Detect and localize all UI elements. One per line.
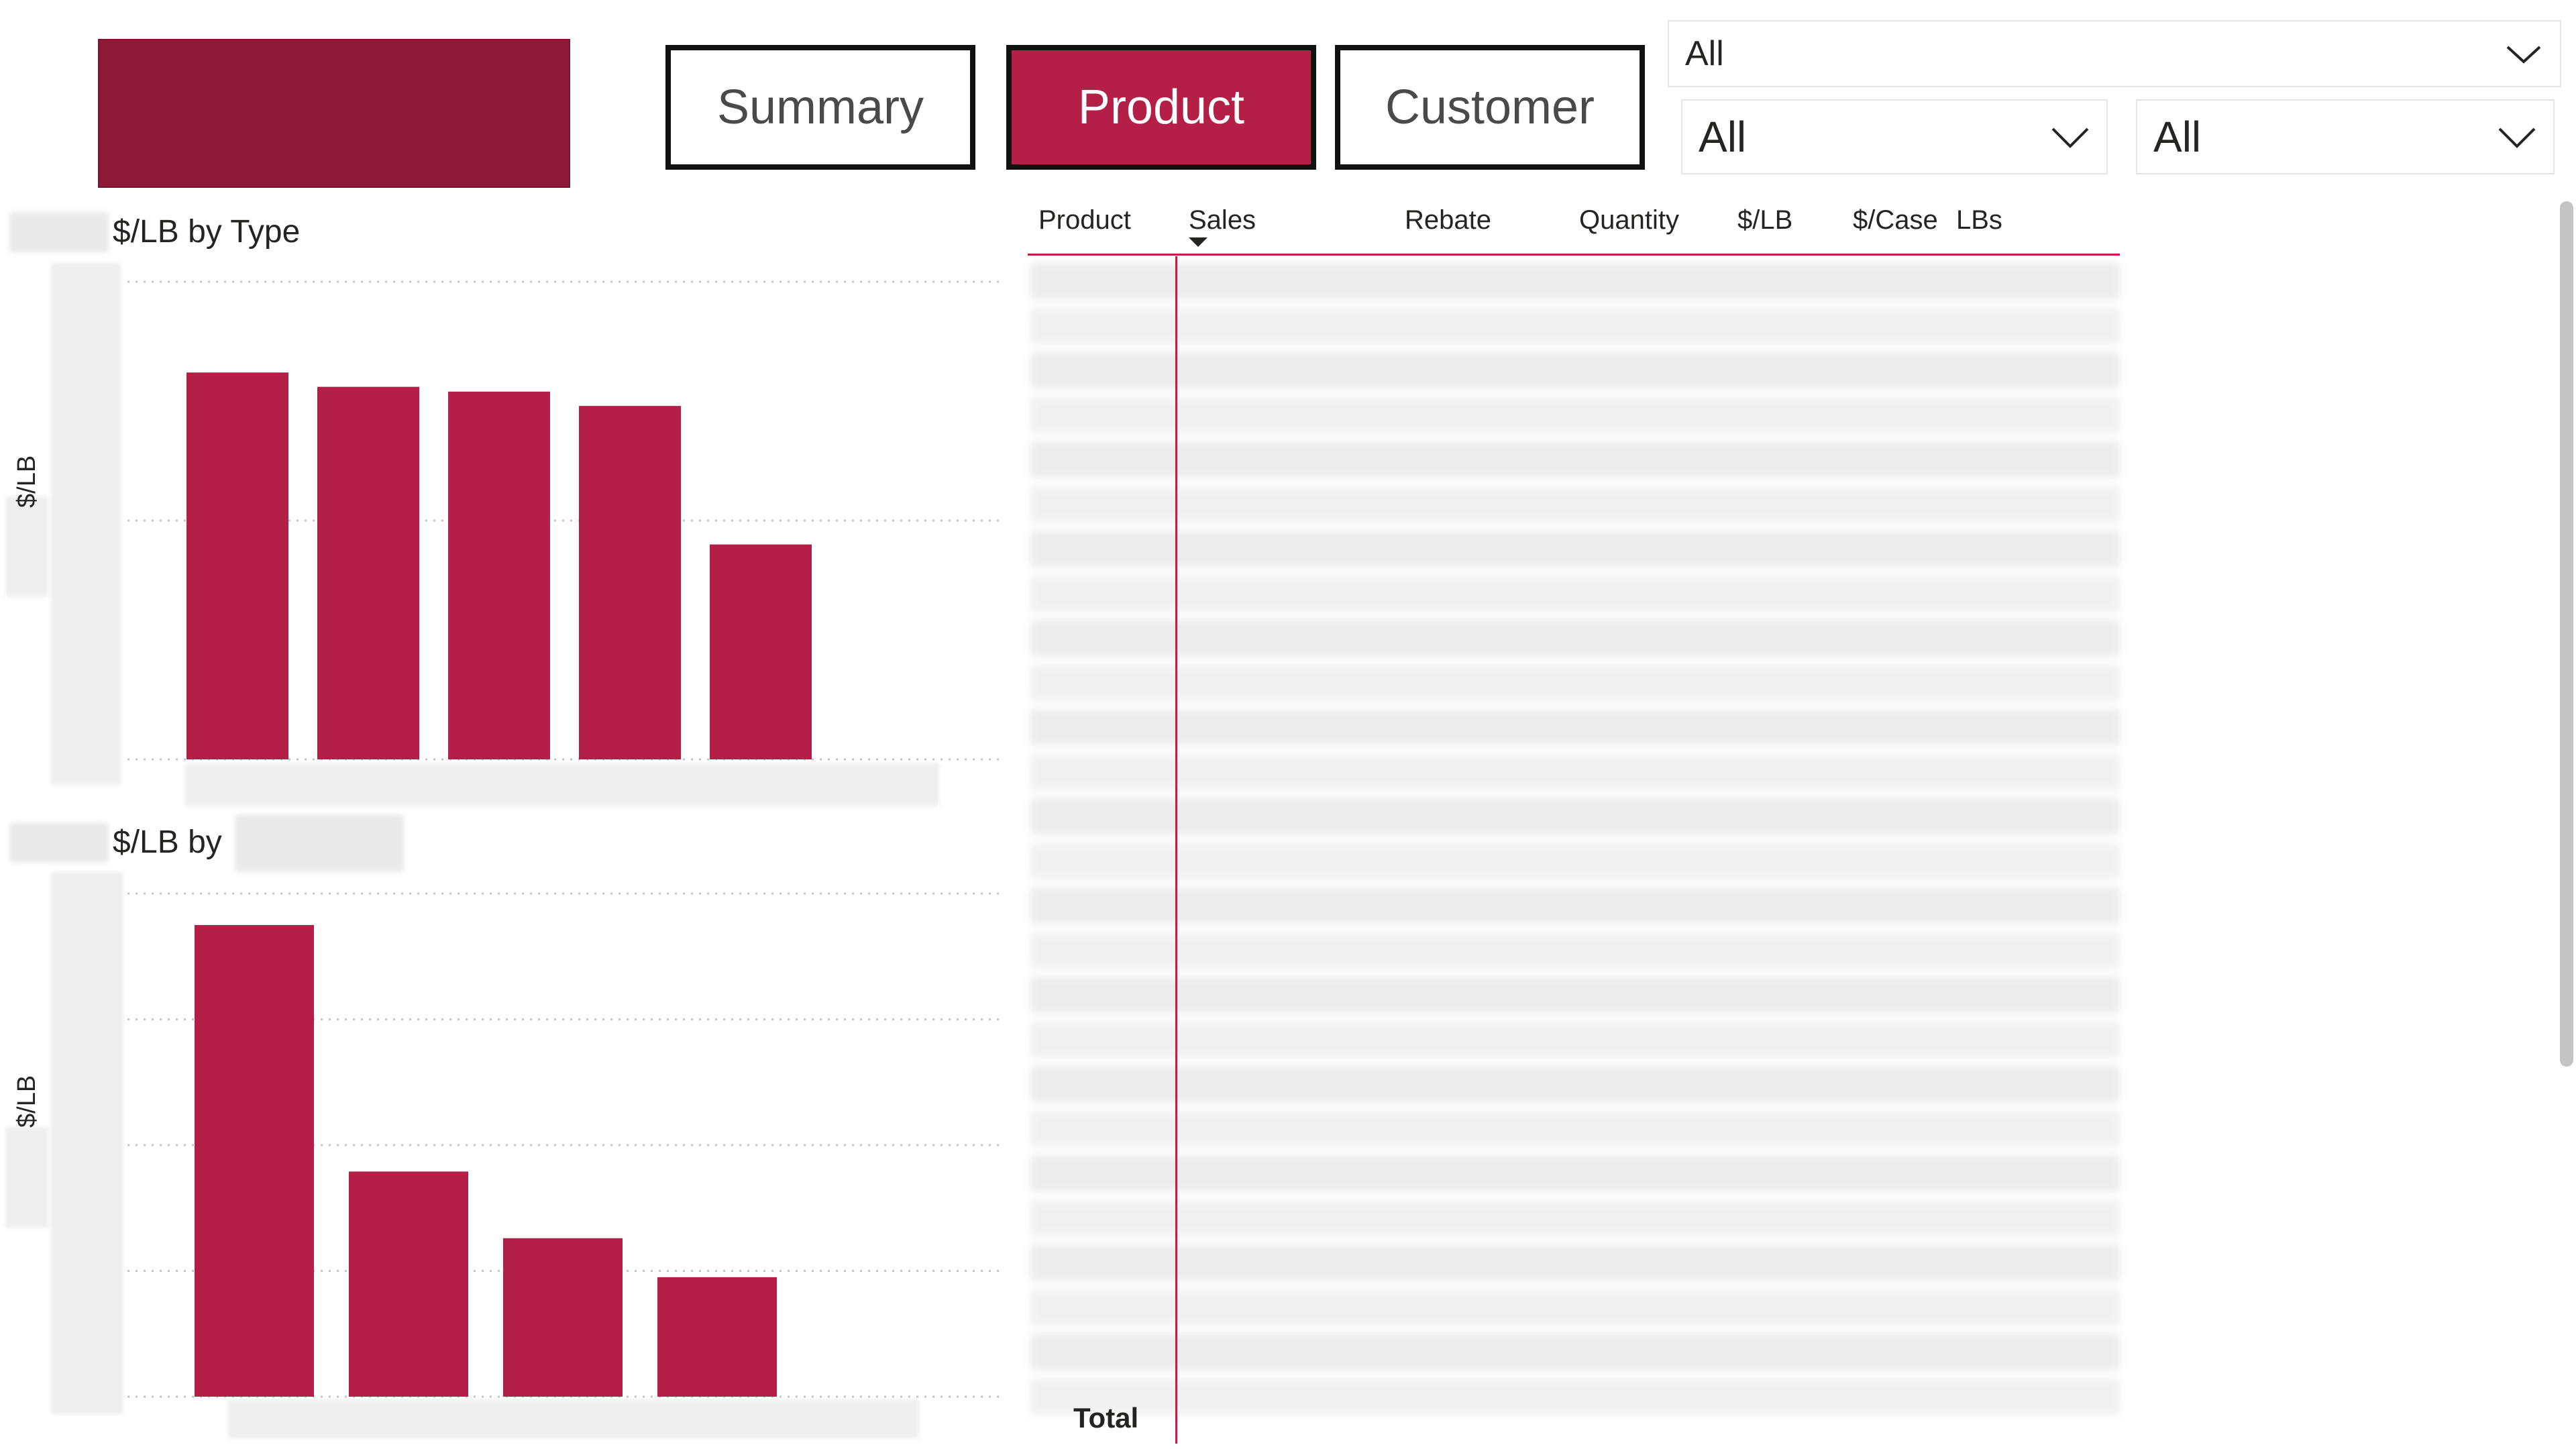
chart1-title-redacted — [9, 212, 109, 252]
chevron-down-icon — [2498, 127, 2536, 148]
table-row — [1030, 798, 2120, 835]
table-row — [1030, 888, 2120, 924]
table-row — [1030, 1155, 2120, 1191]
table-row — [1030, 843, 2120, 879]
bar-2[interactable] — [317, 386, 419, 759]
bar-4[interactable] — [657, 1277, 777, 1397]
column-header-product[interactable]: Product — [1038, 205, 1131, 235]
table-row — [1030, 1334, 2120, 1370]
page-scrollbar[interactable] — [2560, 201, 2573, 1067]
table-row — [1030, 1244, 2120, 1281]
chevron-down-icon — [2051, 127, 2089, 148]
column-header-dollar-per-lb[interactable]: $/LB — [1737, 205, 1793, 235]
table-row — [1030, 1110, 2120, 1147]
chart1-title: $/LB by Type — [113, 214, 301, 250]
chart-dollar-per-lb-by-category — [127, 892, 1000, 1398]
table-row — [1030, 307, 2120, 344]
chart2-title-redacted-suffix — [235, 814, 404, 872]
chart1-xaxis-ticks — [185, 763, 939, 806]
bar-3[interactable] — [503, 1238, 623, 1397]
table-row — [1030, 932, 2120, 969]
chart2-xaxis-ticks — [228, 1399, 919, 1438]
chart1-ylabel: $/LB — [13, 455, 41, 508]
table-row — [1030, 709, 2120, 745]
table-row — [1030, 486, 2120, 523]
slicer-dropdown-top[interactable]: All — [1668, 20, 2561, 87]
table-row — [1030, 352, 2120, 388]
slicer-dropdown-left[interactable]: All — [1681, 99, 2108, 174]
column-header-dollar-per-case[interactable]: $/Case — [1853, 205, 1938, 235]
table-row — [1030, 396, 2120, 433]
bar-2[interactable] — [349, 1171, 468, 1397]
bar-3[interactable] — [448, 391, 550, 759]
slicer-dropdown-right[interactable]: All — [2136, 99, 2555, 174]
table-total-label: Total — [1073, 1402, 1139, 1434]
slicer-top-value: All — [1685, 34, 1724, 73]
table-row — [1030, 1066, 2120, 1102]
column-header-quantity[interactable]: Quantity — [1579, 205, 1679, 235]
chart1-yaxis-ticks — [51, 263, 121, 785]
table-row — [1030, 441, 2120, 478]
table-row — [1030, 977, 2120, 1013]
nav-summary-button[interactable]: Summary — [665, 45, 975, 170]
nav-customer-button[interactable]: Customer — [1335, 45, 1645, 170]
chart2-yaxis-ticks — [51, 872, 123, 1414]
bar-4[interactable] — [579, 406, 681, 759]
company-logo — [98, 39, 570, 188]
chart2-title: $/LB by — [113, 824, 222, 860]
table-row — [1030, 263, 2120, 299]
table-row — [1030, 1021, 2120, 1058]
chevron-down-icon — [2506, 46, 2541, 64]
table-row — [1030, 664, 2120, 701]
table-row — [1030, 531, 2120, 567]
chart2-ylabel: $/LB — [13, 1075, 41, 1128]
chart1-yaxis-redacted — [5, 496, 48, 597]
table-column-divider — [1175, 256, 1177, 1444]
table-row — [1030, 1289, 2120, 1326]
bar-5[interactable] — [710, 544, 812, 759]
chart2-title-redacted-prefix — [9, 822, 109, 863]
chart2-yaxis-redacted — [5, 1127, 48, 1228]
table-row — [1030, 1378, 2120, 1415]
chart-dollar-per-lb-by-type — [127, 280, 1000, 761]
bar-1[interactable] — [186, 372, 288, 759]
column-header-lbs[interactable]: LBs — [1956, 205, 2002, 235]
nav-product-button[interactable]: Product — [1006, 45, 1316, 170]
table-row — [1030, 753, 2120, 790]
slicer-left-value: All — [1699, 113, 1747, 161]
table-row — [1030, 1199, 2120, 1236]
column-header-sales[interactable]: Sales — [1189, 205, 1256, 235]
table-row — [1030, 575, 2120, 612]
slicer-right-value: All — [2153, 113, 2202, 161]
sort-descending-icon — [1189, 237, 1208, 247]
bar-1[interactable] — [195, 924, 314, 1397]
table-row — [1030, 620, 2120, 656]
table-header-divider — [1028, 254, 2120, 256]
column-header-rebate[interactable]: Rebate — [1405, 205, 1491, 235]
